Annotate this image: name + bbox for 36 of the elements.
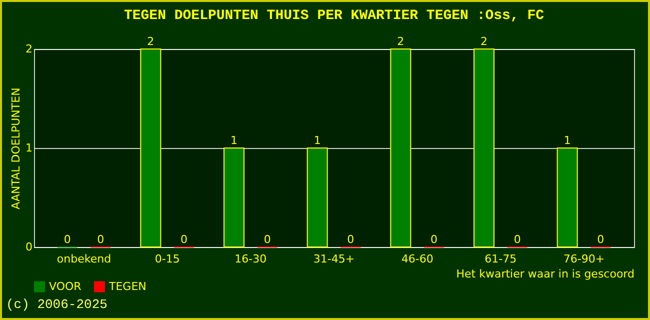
- data-label: 0: [597, 233, 604, 246]
- bar: [140, 48, 162, 248]
- legend-label: TEGEN: [108, 280, 146, 293]
- y-axis-title: AANTAL DOELPUNTEN: [10, 88, 22, 210]
- x-tick-label: 0-15: [154, 252, 180, 266]
- data-label: 0: [264, 233, 271, 246]
- bar: [474, 48, 494, 248]
- y-tick-label: 1: [26, 142, 32, 154]
- data-label: 0: [347, 233, 354, 246]
- data-label: 0: [180, 233, 188, 246]
- data-label: 0: [430, 233, 438, 246]
- x-tick-label: 31-45+: [313, 252, 355, 266]
- bar: [390, 48, 412, 248]
- x-tick-label: onbekend: [56, 252, 112, 266]
- data-label: 1: [314, 134, 321, 147]
- y-tick-label: 2: [26, 42, 32, 56]
- x-tick-label: 76-90+: [563, 252, 605, 266]
- data-label: 0: [64, 233, 71, 246]
- data-label: 2: [397, 35, 404, 48]
- data-label: 1: [564, 134, 571, 147]
- bar: [556, 148, 578, 248]
- bar: [224, 148, 244, 248]
- text: (c) 2006-2025: [6, 297, 108, 312]
- x-tick-label: 16-30: [234, 252, 267, 266]
- data-label: 1: [230, 134, 238, 147]
- data-label: 2: [147, 35, 154, 48]
- x-tick-label: 46-60: [401, 252, 434, 266]
- data-label: 2: [480, 35, 488, 48]
- y-tick-label: 0: [26, 240, 32, 254]
- legend-label: VOOR: [49, 280, 82, 293]
- data-label: 0: [97, 233, 104, 246]
- data-label: 0: [514, 233, 521, 246]
- x-tick-label: 61-75: [484, 252, 517, 266]
- bar: [306, 148, 328, 248]
- x-axis-title: Het kwartier waar in is gescoord: [456, 268, 634, 280]
- chart-title: TEGEN DOELPUNTEN THUIS PER KWARTIER TEGEN :Oss, FC: [124, 8, 545, 24]
